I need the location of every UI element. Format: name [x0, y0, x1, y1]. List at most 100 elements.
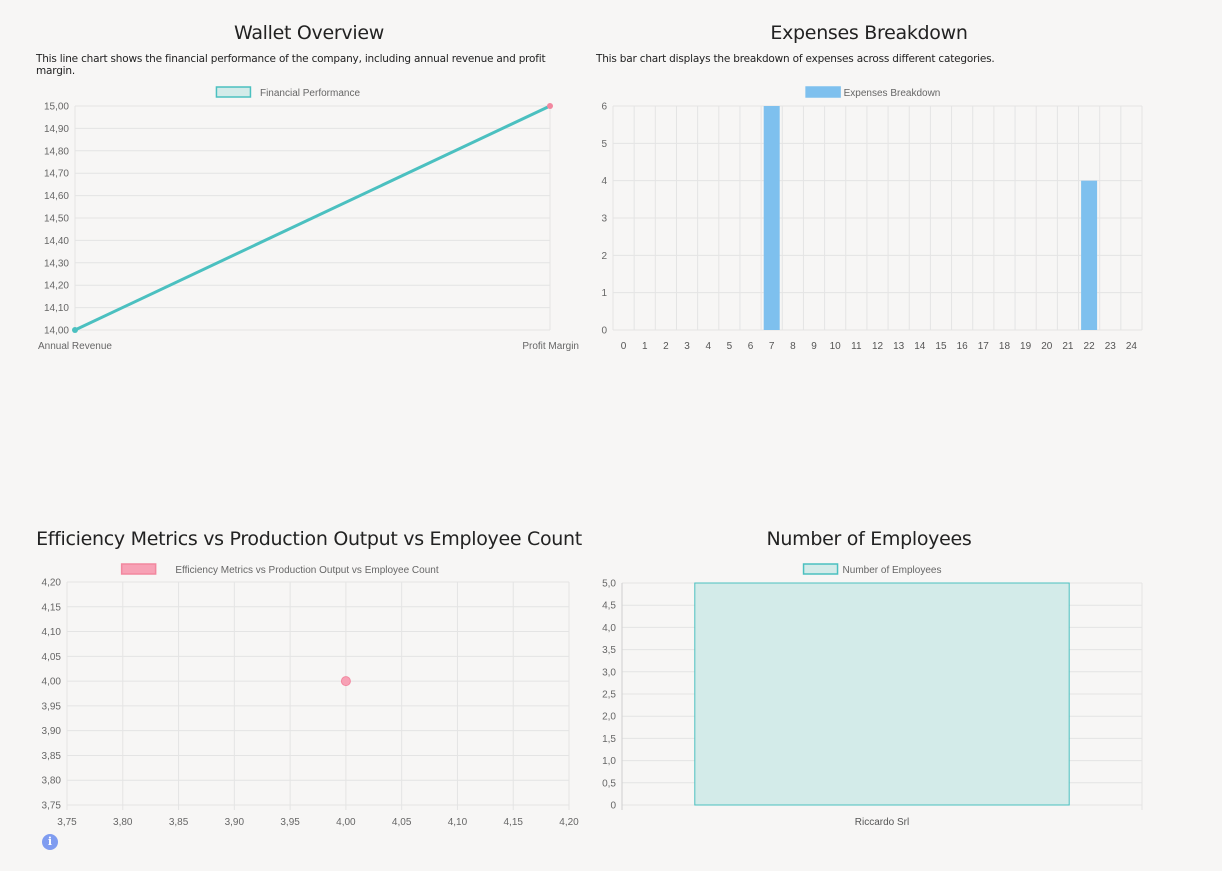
wallet-ytick: 14,80 [44, 146, 69, 157]
efficiency-title: Efficiency Metrics vs Production Output … [36, 528, 582, 550]
wallet-point [72, 327, 78, 333]
efficiency-ytick: 3,90 [42, 726, 62, 737]
efficiency-point [340, 676, 351, 687]
wallet-series-line [74, 104, 551, 332]
efficiency-ytick: 4,15 [42, 602, 62, 613]
wallet-legend-swatch [215, 86, 252, 98]
wallet-ytick: 14,70 [44, 169, 69, 180]
wallet-ytick: 15,00 [44, 102, 69, 113]
efficiency-xtick: 4,10 [448, 817, 468, 828]
employees-ytick: 1,5 [602, 734, 616, 745]
expenses-ytick: 4 [601, 176, 607, 187]
expenses-breakdown-panel: Expenses Breakdown This bar chart displa… [596, 22, 1142, 65]
expenses-xtick: 14 [914, 341, 926, 352]
expenses-xtick: 24 [1126, 341, 1138, 352]
employees-xtick: Riccardo Srl [855, 817, 909, 828]
efficiency-ytick: 3,80 [42, 776, 62, 787]
employees-ytick: 4,5 [602, 601, 616, 612]
expenses-xtick: 23 [1105, 341, 1117, 352]
expenses-ytick: 1 [601, 288, 607, 299]
efficiency-xtick: 3,90 [225, 817, 245, 828]
employees-bar [694, 582, 1070, 806]
employees-title: Number of Employees [766, 528, 972, 550]
expenses-xtick: 12 [872, 341, 884, 352]
expenses-xtick: 16 [957, 341, 969, 352]
employees-ytick: 0,5 [602, 778, 616, 789]
efficiency-panel: Efficiency Metrics vs Production Output … [36, 528, 582, 550]
employees-legend-label: Number of Employees [843, 565, 942, 576]
efficiency-ytick: 4,00 [42, 677, 62, 688]
wallet-overview-chart: Financial Performance 15,00 14,90 14,80 14,7… [38, 86, 579, 352]
expenses-xtick: 22 [1084, 341, 1096, 352]
expenses-ytick: 5 [601, 139, 607, 150]
efficiency-xtick: 4,20 [559, 817, 579, 828]
efficiency-ytick: 4,20 [42, 578, 62, 589]
wallet-point [547, 103, 553, 109]
efficiency-xtick: 4,00 [336, 817, 356, 828]
expenses-xtick: 7 [769, 341, 775, 352]
expenses-xtick: 10 [830, 341, 842, 352]
efficiency-xtick: 4,15 [503, 817, 523, 828]
employees-ytick: 0 [610, 801, 616, 812]
expenses-xtick: 2 [663, 341, 669, 352]
expenses-xtick: 9 [811, 341, 817, 352]
employees-ytick: 1,0 [602, 756, 616, 767]
expenses-xtick: 19 [1020, 341, 1032, 352]
wallet-legend-label: Financial Performance [260, 88, 360, 99]
wallet-overview-panel: Wallet Overview This line chart shows th… [36, 22, 582, 77]
wallet-overview-title: Wallet Overview [234, 22, 384, 44]
wallet-xtick: Annual Revenue [38, 341, 112, 352]
employees-panel: Number of Employees [596, 528, 1142, 550]
expenses-xtick: 8 [790, 341, 796, 352]
expenses-xtick: 13 [893, 341, 905, 352]
expenses-ytick: 3 [601, 214, 607, 225]
wallet-ytick: 14,20 [44, 281, 69, 292]
efficiency-legend-swatch [120, 563, 157, 575]
wallet-ytick: 14,00 [44, 326, 69, 337]
employees-ytick: 2,5 [602, 690, 616, 701]
employees-ytick: 5,0 [602, 579, 616, 590]
efficiency-xtick: 3,85 [169, 817, 189, 828]
expenses-legend-swatch [805, 86, 841, 98]
expenses-bar [1081, 180, 1098, 330]
efficiency-ytick: 4,05 [42, 652, 62, 663]
expenses-breakdown-title: Expenses Breakdown [770, 22, 968, 44]
wallet-ytick: 14,30 [44, 258, 69, 269]
expenses-xtick: 20 [1041, 341, 1053, 352]
employees-ytick: 3,0 [602, 667, 616, 678]
employees-ytick: 4,0 [602, 623, 616, 634]
info-icon[interactable]: i [42, 834, 58, 850]
expenses-xtick: 21 [1062, 341, 1074, 352]
wallet-ytick: 14,10 [44, 303, 69, 314]
efficiency-ytick: 3,85 [42, 751, 62, 762]
efficiency-xtick: 3,80 [113, 817, 133, 828]
employees-chart: Number of Employees 5,0 4,5 4,0 3,5 3,0 2,5 2,0… [602, 563, 1143, 828]
expenses-xtick: 15 [935, 341, 947, 352]
efficiency-xtick: 3,95 [280, 817, 300, 828]
wallet-ytick: 14,90 [44, 124, 69, 135]
efficiency-ytick: 3,75 [42, 801, 62, 812]
expenses-xtick: 1 [642, 341, 648, 352]
wallet-ytick: 14,50 [44, 214, 69, 225]
expenses-xtick: 18 [999, 341, 1011, 352]
expenses-bar [763, 106, 780, 330]
expenses-ytick: 6 [601, 102, 607, 113]
expenses-xtick: 4 [705, 341, 711, 352]
expenses-xtick: 0 [621, 341, 627, 352]
expenses-xtick: 11 [851, 341, 862, 352]
efficiency-xtick: 3,75 [57, 817, 77, 828]
employees-ytick: 2,0 [602, 712, 616, 723]
expenses-breakdown-description: This bar chart displays the breakdown of… [596, 53, 995, 65]
efficiency-xtick: 4,05 [392, 817, 412, 828]
employees-ytick: 3,5 [602, 645, 616, 656]
wallet-ytick: 14,60 [44, 191, 69, 202]
employees-legend-swatch [802, 563, 839, 575]
expenses-xtick: 17 [978, 341, 990, 352]
wallet-xtick: Profit Margin [522, 341, 579, 352]
expenses-xtick: 5 [727, 341, 733, 352]
efficiency-chart: Efficiency Metrics vs Production Output … [42, 563, 579, 828]
expenses-ytick: 0 [601, 326, 607, 337]
efficiency-ytick: 3,95 [42, 701, 62, 712]
wallet-overview-description: This line chart shows the financial perf… [36, 53, 546, 77]
